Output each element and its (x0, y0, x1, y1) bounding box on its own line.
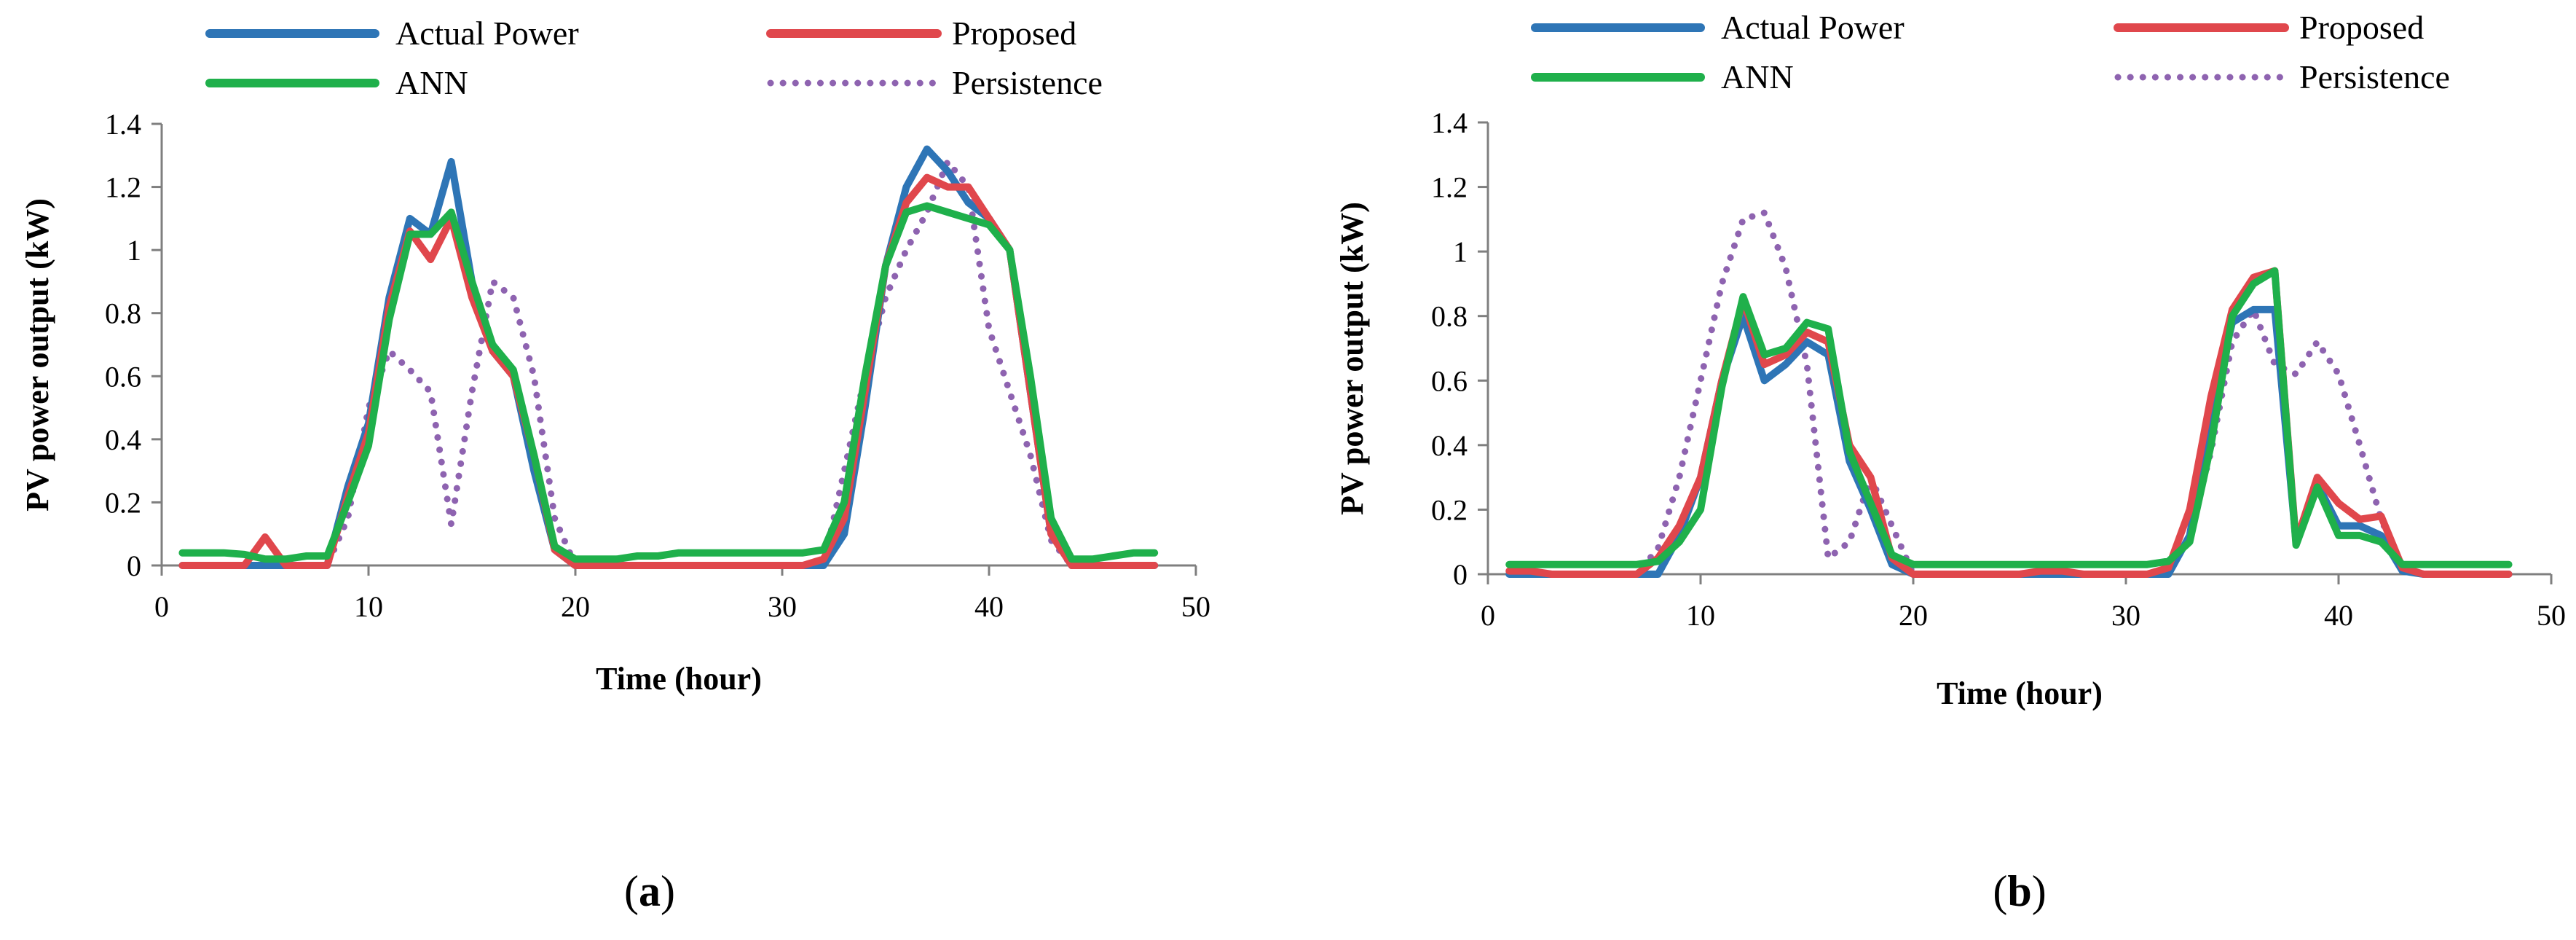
legend-label-ann: ANN (395, 64, 468, 101)
y-tick-label: 0.6 (1431, 364, 1468, 397)
x-axis-title: Time (hour) (596, 661, 762, 697)
x-tick-label: 0 (1481, 599, 1495, 632)
y-tick-label: 0 (127, 549, 141, 582)
legend-label-proposed: Proposed (2299, 9, 2424, 46)
panel-label: (b) (1993, 867, 2046, 915)
series-line-ann (178, 202, 1159, 563)
legend-label-actual-power: Actual Power (395, 15, 579, 52)
legend-label-ann: ANN (1721, 58, 1794, 95)
x-tick-label: 10 (1686, 599, 1715, 632)
x-tick-label: 40 (2324, 599, 2353, 632)
y-tick-label: 1.4 (105, 108, 141, 141)
y-tick-label: 1 (127, 234, 141, 267)
legend-label-persistence: Persistence (952, 64, 1103, 101)
legend-label-actual-power: Actual Power (1721, 9, 1905, 46)
y-tick-label: 0.2 (1431, 493, 1468, 526)
y-tick-label: 1.2 (1431, 171, 1468, 204)
series-line-persistence (178, 158, 1158, 569)
legend-label-persistence: Persistence (2299, 58, 2450, 95)
series-line-ann (1505, 267, 2513, 568)
x-tick-label: 30 (768, 590, 797, 623)
y-tick-label: 1.4 (1431, 106, 1468, 139)
y-axis-title: PV power output (kW) (20, 198, 55, 512)
chart-panel-a: 0 0.2 0.4 0.6 0.8 1 1.2 1.4 0 10 20 30 40 50 Time (hou… (20, 15, 1210, 915)
x-tick-label: 10 (354, 590, 383, 623)
y-axis-title: PV power output (kW) (1334, 202, 1370, 515)
x-tick-label: 30 (2111, 599, 2140, 632)
y-tick-label: 0.2 (105, 486, 141, 519)
x-tick-label: 50 (2537, 599, 2566, 632)
series-line-proposed (1505, 267, 2513, 578)
y-tick-label: 0.6 (105, 360, 141, 393)
panel-label: (a) (624, 867, 675, 915)
x-tick-label: 20 (561, 590, 590, 623)
legend-label-proposed: Proposed (952, 15, 1076, 52)
y-tick-label: 0.4 (105, 423, 141, 456)
series-line-proposed (178, 173, 1159, 569)
y-tick-label: 0 (1453, 558, 1468, 591)
x-tick-label: 50 (1181, 590, 1210, 623)
y-tick-label: 1 (1453, 235, 1468, 268)
x-tick-label: 0 (154, 590, 169, 623)
x-tick-label: 40 (974, 590, 1004, 623)
y-tick-label: 1.2 (105, 171, 141, 204)
x-tick-label: 20 (1899, 599, 1928, 632)
y-tick-label: 0.8 (1431, 300, 1468, 333)
chart-panel-b: 0 0.2 0.4 0.6 0.8 1 1.2 1.4 0 10 20 30 40 50 Time (hou… (1334, 9, 2566, 915)
x-axis-title: Time (hour) (1937, 675, 2103, 711)
series-line-actual-power (178, 145, 1159, 569)
y-tick-label: 0.4 (1431, 429, 1468, 462)
y-tick-label: 0.8 (105, 297, 141, 330)
